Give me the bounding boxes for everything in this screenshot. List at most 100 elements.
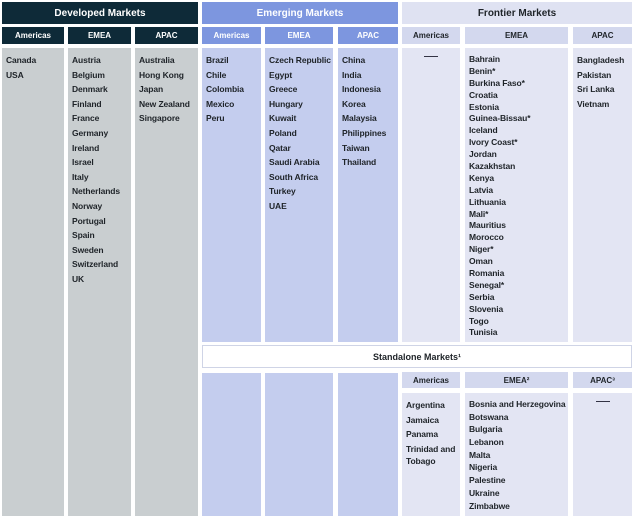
country-item: Ireland xyxy=(72,142,100,153)
country-item: Mexico xyxy=(206,98,235,109)
country-item: Colombia xyxy=(206,84,244,95)
country-list: Canada USA xyxy=(2,48,64,83)
frontier-emea-column: Bahrain Benin* Burkina Faso* Croatia Estonia… xyxy=(465,48,568,342)
emerging-column-lower xyxy=(265,373,333,516)
country-item: Kuwait xyxy=(269,113,297,124)
country-list: Austria Belgium Denmark Finland France German… xyxy=(68,48,131,288)
country-item: UK xyxy=(72,273,85,284)
emerging-americas-subheader: Americas xyxy=(202,27,261,44)
country-item: Taiwan xyxy=(342,142,370,153)
country-item: Singapore xyxy=(139,113,180,124)
country-item: China xyxy=(342,55,366,65)
country-list: Argentina Jamaica Panama Trinidad and Tobag… xyxy=(402,393,460,471)
country-item: Norway xyxy=(72,200,103,211)
country-item: Germany xyxy=(72,127,109,138)
standalone-subheader: EMEA² xyxy=(465,372,568,388)
country-item: Bulgaria xyxy=(469,424,503,435)
country-item: Pakistan xyxy=(577,69,612,80)
country-item: Canada xyxy=(6,55,37,65)
country-list: China India Indonesia Korea Malaysia Philippi… xyxy=(338,48,398,171)
country-item: Ivory Coast* xyxy=(469,137,518,148)
country-item: Jordan xyxy=(469,149,497,160)
country-item: India xyxy=(342,69,362,80)
country-item: Switzerland xyxy=(72,259,119,270)
country-item: New Zealand xyxy=(139,98,190,109)
country-item: Slovenia xyxy=(469,303,504,314)
country-item: Turkey xyxy=(269,186,296,197)
country-item: Vietnam xyxy=(577,98,610,109)
country-item: Hong Kong xyxy=(139,69,184,80)
country-item: Qatar xyxy=(269,142,291,153)
developed-americas-column: Canada USA xyxy=(2,48,64,516)
country-item: Morocco xyxy=(469,232,504,243)
country-item: France xyxy=(72,113,100,124)
country-item: South Africa xyxy=(269,171,319,182)
country-item: Iceland xyxy=(469,125,498,136)
country-item: Hungary xyxy=(269,98,303,109)
country-item: Austria xyxy=(72,55,101,65)
emerging-apac-column: China India Indonesia Korea Malaysia Philippi… xyxy=(338,48,398,342)
frontier-emea-subheader: EMEA xyxy=(465,27,568,44)
country-item: Jamaica xyxy=(406,414,439,425)
emerging-emea-column: Czech Republic Egypt Greece Hungary Kuwait Po… xyxy=(265,48,333,342)
country-item: Peru xyxy=(206,113,225,124)
country-item: Kazakhstan xyxy=(469,161,516,172)
frontier-americas-subheader: Americas xyxy=(402,27,460,44)
country-item: Croatia xyxy=(469,89,498,100)
country-list: Bahrain Benin* Burkina Faso* Croatia Estonia… xyxy=(465,48,568,339)
standalone-column xyxy=(573,393,632,516)
country-item: Netherlands xyxy=(72,186,121,197)
country-item: Ukraine xyxy=(469,487,500,498)
country-item: Poland xyxy=(269,127,297,138)
country-item: Philippines xyxy=(342,127,387,138)
country-item: UAE xyxy=(269,200,287,211)
country-item: Benin* xyxy=(469,65,496,76)
country-item: Japan xyxy=(139,84,164,95)
country-item: Spain xyxy=(72,230,95,241)
country-item: Sri Lanka xyxy=(577,84,615,95)
country-item: Mali* xyxy=(469,208,489,219)
standalone-subheader: APAC³ xyxy=(573,372,632,388)
emerging-column-lower xyxy=(338,373,398,516)
country-item: Serbia xyxy=(469,291,495,302)
country-item: Togo xyxy=(469,315,489,326)
country-item: Denmark xyxy=(72,84,108,95)
country-item: Latvia xyxy=(469,184,493,195)
dash-none xyxy=(595,401,610,402)
country-item: Lebanon xyxy=(469,437,504,448)
country-item: Finland xyxy=(72,98,102,109)
frontier-apac-column: Bangladesh Pakistan Sri Lanka Vietnam xyxy=(573,48,632,342)
country-item: Malaysia xyxy=(342,113,377,124)
emerging-markets-header: Emerging Markets xyxy=(202,2,398,24)
country-item: Bangladesh xyxy=(577,55,625,65)
country-item: Burkina Faso* xyxy=(469,77,525,88)
standalone-markets-header: Standalone Markets¹ xyxy=(202,345,632,368)
country-item: Portugal xyxy=(72,215,106,226)
country-item: Bahrain xyxy=(469,54,500,64)
country-item: Zimbabwe xyxy=(469,500,510,511)
emerging-americas-column: Brazil Chile Colombia Mexico Peru xyxy=(202,48,261,342)
country-item: Brazil xyxy=(206,55,229,65)
country-item: Sweden xyxy=(72,244,104,255)
country-item: Saudi Arabia xyxy=(269,157,320,168)
country-item: USA xyxy=(6,69,24,80)
developed-emea-column: Austria Belgium Denmark Finland France German… xyxy=(68,48,131,516)
country-list: Brazil Chile Colombia Mexico Peru xyxy=(202,48,261,127)
developed-apac-subheader: APAC xyxy=(135,27,198,44)
frontier-apac-subheader: APAC xyxy=(573,27,632,44)
country-item: Indonesia xyxy=(342,84,381,95)
developed-markets-header: Developed Markets xyxy=(2,2,198,24)
country-item: Romania xyxy=(469,268,505,279)
standalone-subheader: Americas xyxy=(402,372,460,388)
developed-americas-subheader: Americas xyxy=(2,27,64,44)
country-item: Bosnia and Herzegovina xyxy=(469,399,566,409)
country-item: Egypt xyxy=(269,69,293,80)
country-item: Mauritius xyxy=(469,220,506,231)
country-list: Czech Republic Egypt Greece Hungary Kuwait Po… xyxy=(265,48,333,215)
country-item: Palestine xyxy=(469,475,506,486)
frontier-americas-column xyxy=(402,48,460,342)
country-item: Belgium xyxy=(72,69,105,80)
country-item: Malta xyxy=(469,449,491,460)
country-item: Israel xyxy=(72,157,94,168)
country-list: Bangladesh Pakistan Sri Lanka Vietnam xyxy=(573,48,632,112)
